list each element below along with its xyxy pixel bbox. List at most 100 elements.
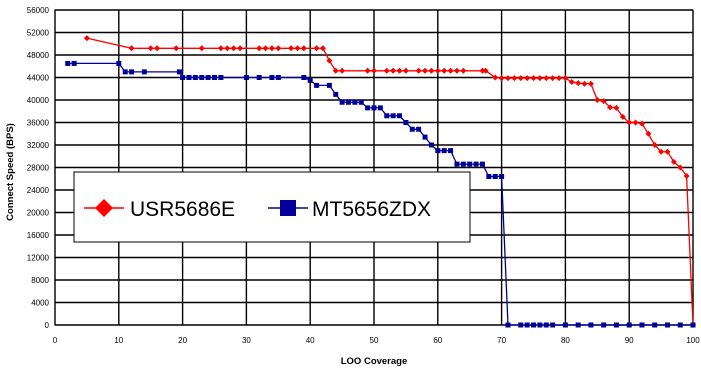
data-point bbox=[499, 174, 505, 179]
y-tick-label: 20000 bbox=[27, 209, 50, 218]
legend-label: USR5686E bbox=[130, 198, 235, 221]
data-point bbox=[549, 75, 556, 82]
legend-marker bbox=[280, 200, 296, 216]
x-tick-label: 40 bbox=[306, 336, 315, 345]
y-tick-label: 12000 bbox=[27, 254, 50, 263]
data-point bbox=[147, 45, 154, 52]
data-point bbox=[486, 174, 492, 179]
data-point bbox=[453, 67, 460, 74]
data-point bbox=[319, 45, 326, 52]
data-point bbox=[600, 98, 607, 105]
data-point bbox=[479, 161, 485, 167]
x-tick-label: 30 bbox=[242, 336, 251, 345]
data-point bbox=[180, 75, 186, 80]
data-point bbox=[224, 45, 231, 52]
data-point bbox=[543, 75, 550, 82]
data-point bbox=[364, 67, 371, 74]
data-point bbox=[479, 67, 486, 74]
y-tick-label: 56000 bbox=[27, 6, 50, 15]
data-point bbox=[390, 67, 397, 74]
data-point bbox=[517, 75, 524, 82]
data-point bbox=[482, 67, 489, 74]
data-point bbox=[556, 75, 563, 82]
data-point bbox=[607, 104, 614, 111]
data-point bbox=[613, 104, 620, 111]
data-point bbox=[377, 105, 383, 111]
data-point bbox=[262, 45, 269, 52]
data-point bbox=[498, 75, 505, 82]
data-point bbox=[677, 164, 684, 171]
plot-area bbox=[54, 9, 694, 326]
data-point bbox=[384, 113, 390, 119]
data-point bbox=[504, 75, 511, 82]
data-point bbox=[664, 322, 670, 328]
data-point bbox=[186, 75, 192, 80]
data-point bbox=[524, 322, 530, 328]
data-point bbox=[428, 67, 435, 74]
data-point bbox=[587, 80, 594, 87]
data-point bbox=[288, 45, 295, 52]
data-point bbox=[575, 80, 582, 87]
data-point bbox=[626, 322, 632, 328]
data-point bbox=[230, 45, 237, 52]
data-point bbox=[128, 45, 135, 52]
data-point bbox=[65, 60, 71, 66]
y-axis-ticks: 0 4000 8000 12000 16000 20000 24000 28000 32000 3… bbox=[27, 6, 50, 330]
x-tick-label: 50 bbox=[370, 336, 379, 345]
data-point bbox=[530, 75, 537, 82]
data-point bbox=[83, 35, 90, 42]
data-point bbox=[198, 45, 205, 52]
data-point bbox=[651, 142, 658, 148]
data-point bbox=[326, 82, 332, 88]
data-point bbox=[333, 91, 339, 97]
data-point bbox=[371, 105, 377, 111]
data-point bbox=[402, 67, 409, 74]
y-tick-label: 16000 bbox=[27, 231, 50, 240]
legend-marker bbox=[95, 199, 113, 217]
data-point bbox=[345, 99, 351, 105]
y-tick-label: 32000 bbox=[27, 141, 50, 150]
data-point bbox=[639, 322, 645, 328]
series-line bbox=[86, 37, 694, 326]
series-MT5656ZDX bbox=[65, 60, 696, 328]
x-axis-ticks: 0 10 20 30 40 50 60 70 80 90 100 bbox=[53, 336, 700, 345]
data-point bbox=[129, 69, 135, 75]
x-tick-label: 80 bbox=[561, 336, 570, 345]
legend-entry: USR5686E bbox=[84, 198, 235, 221]
x-tick-label: 20 bbox=[178, 336, 187, 345]
x-tick-label: 0 bbox=[53, 336, 58, 345]
data-point bbox=[307, 77, 313, 83]
data-point bbox=[492, 74, 499, 81]
data-point bbox=[428, 142, 434, 148]
data-point bbox=[505, 322, 511, 328]
data-point bbox=[638, 120, 645, 127]
data-point bbox=[537, 322, 543, 328]
data-point bbox=[524, 75, 531, 82]
data-point bbox=[683, 172, 690, 179]
data-point bbox=[690, 322, 696, 328]
data-point bbox=[581, 80, 588, 87]
data-point bbox=[632, 119, 639, 126]
y-axis-title: Connect Speed (BPS) bbox=[5, 123, 16, 221]
y-tick-label: 0 bbox=[45, 321, 50, 330]
data-point bbox=[536, 75, 543, 82]
data-point bbox=[294, 45, 301, 52]
data-point bbox=[441, 67, 448, 74]
y-tick-label: 8000 bbox=[31, 276, 49, 285]
data-point bbox=[243, 75, 249, 80]
data-point bbox=[275, 75, 281, 80]
legend-label: MT5656ZDX bbox=[312, 198, 431, 221]
data-point bbox=[416, 126, 422, 132]
data-point bbox=[313, 45, 320, 52]
data-point bbox=[594, 97, 601, 103]
y-tick-label: 4000 bbox=[31, 299, 49, 308]
data-point bbox=[199, 75, 205, 80]
data-point bbox=[141, 69, 147, 75]
data-point bbox=[613, 322, 619, 328]
x-axis-title: LOO Coverage bbox=[341, 356, 408, 367]
data-point bbox=[460, 67, 467, 74]
data-point bbox=[326, 57, 333, 64]
data-point bbox=[588, 322, 594, 328]
y-tick-label: 36000 bbox=[27, 119, 50, 128]
